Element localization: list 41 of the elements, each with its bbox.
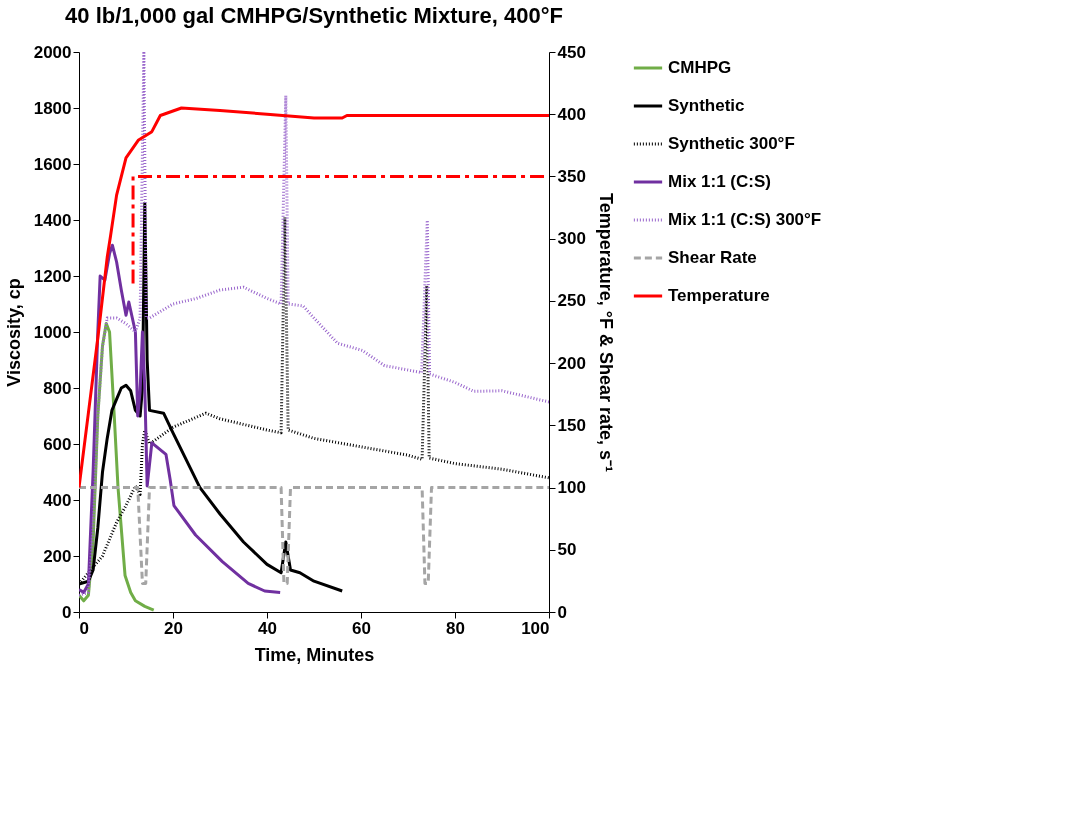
y2-tick-label: 350	[557, 166, 586, 186]
y-tick-label: 0	[62, 602, 72, 622]
y-tick-label: 2000	[33, 42, 72, 62]
x-tick-label: 0	[79, 618, 89, 638]
y2-axis-title: Temperature, °F & Shear rate, s⁻¹	[595, 193, 616, 472]
y-axis-title: Viscosity, cp	[3, 278, 24, 387]
y2-tick-label: 250	[557, 291, 586, 311]
y2-tick-label: 450	[557, 42, 586, 62]
line-series	[79, 243, 282, 594]
legend-label: Synthetic 300°F	[668, 134, 795, 153]
y-tick-label: 600	[43, 434, 72, 454]
chart-title: 40 lb/1,000 gal CMHPG/Synthetic Mixture, 400°F	[65, 3, 563, 28]
legend-label: Mix 1:1 (C:S)	[668, 172, 771, 191]
y2-tick-label: 0	[557, 602, 567, 622]
line-series	[79, 106, 549, 490]
y-tick-label: 1600	[33, 154, 72, 174]
y-tick-label: 400	[43, 490, 72, 510]
x-tick-label: 60	[352, 618, 371, 638]
y-tick-label: 1200	[33, 266, 72, 286]
legend-label: Synthetic	[668, 96, 745, 115]
y-tick-label: 200	[43, 546, 72, 566]
y2-tick-label: 150	[557, 415, 586, 435]
x-tick-label: 20	[164, 618, 183, 638]
legend-label: Temperature	[668, 286, 770, 305]
legend-label: Mix 1:1 (C:S) 300°F	[668, 210, 822, 229]
y2-tick-label: 200	[557, 353, 586, 373]
y-tick-label: 1400	[33, 210, 72, 230]
y-tick-label: 800	[43, 378, 72, 398]
legend-label: CMHPG	[668, 58, 732, 77]
y-tick-label: 1800	[33, 98, 72, 118]
legend-label: Shear Rate	[668, 248, 757, 267]
x-tick-label: 40	[258, 618, 277, 638]
y2-tick-label: 300	[557, 229, 586, 249]
x-tick-label: 100	[521, 618, 550, 638]
line-series	[79, 52, 549, 597]
y2-tick-label: 400	[557, 104, 586, 124]
y2-tick-label: 50	[557, 540, 577, 560]
y2-tick-label: 100	[557, 478, 586, 498]
y-tick-label: 1000	[33, 322, 72, 342]
x-tick-label: 80	[446, 618, 465, 638]
x-axis-title: Time, Minutes	[254, 644, 375, 665]
